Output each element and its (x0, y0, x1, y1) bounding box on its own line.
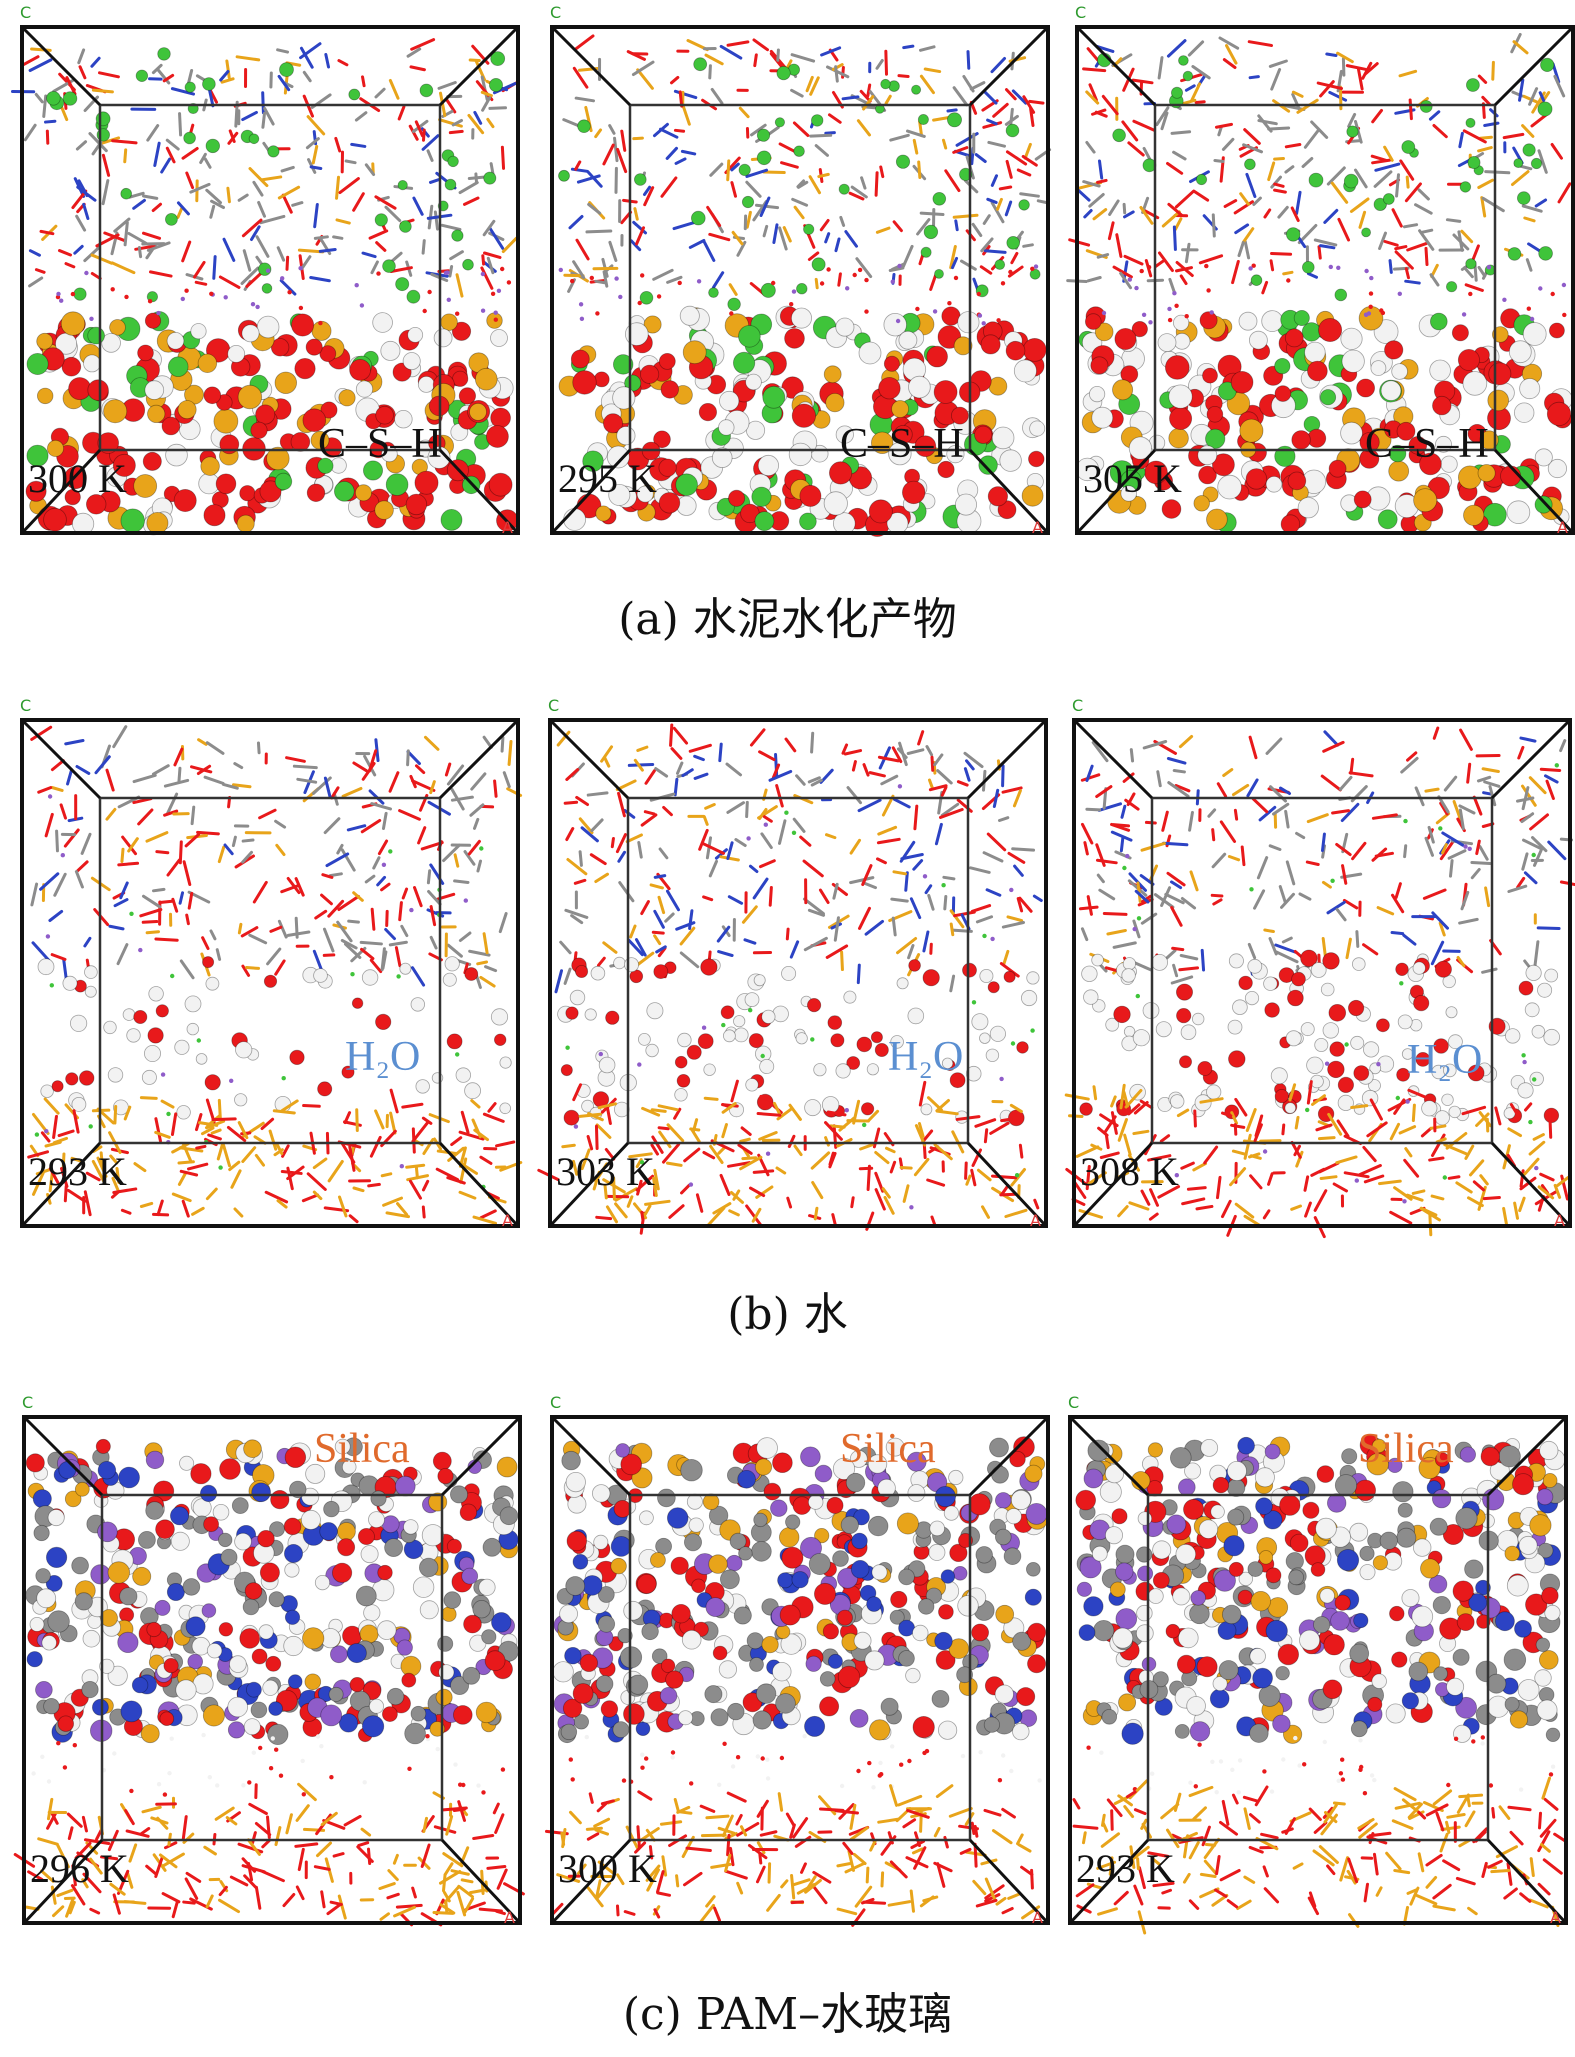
atoms (1064, 726, 1575, 1239)
axis-a-label: A (502, 518, 513, 537)
simulation-box (1068, 1415, 1568, 1935)
axis-c-label: C (20, 3, 32, 22)
atoms (1072, 1434, 1567, 1935)
temperature-label: 295 K (558, 456, 657, 501)
axis-a-label: A (1557, 518, 1568, 537)
box-frame (550, 1415, 1050, 1925)
box-frame (548, 718, 1048, 1228)
caption-b: (b) 水 (727, 1289, 848, 1340)
simulation-box (1064, 718, 1575, 1239)
axis-a-label: A (502, 1211, 513, 1230)
caption-c: (c) PAM–水玻璃 (622, 1989, 953, 2040)
simulation-box (550, 25, 1052, 537)
box-frame (1072, 718, 1572, 1228)
box-frame (20, 718, 520, 1228)
box-frame (22, 1415, 522, 1925)
simulation-box (13, 1415, 525, 1927)
species-label: H₂O (888, 1034, 964, 1080)
species-label: C–S–H (1365, 421, 1489, 467)
species-label: Silica (840, 1426, 936, 1472)
species-label: Silica (314, 1426, 410, 1472)
panel-b3: C A 308 K H₂O (1064, 696, 1575, 1239)
simulation-box (1066, 25, 1575, 535)
temperature-label: 305 K (1083, 456, 1182, 501)
axis-c-label: C (1075, 3, 1087, 22)
atoms (1066, 33, 1573, 534)
simulation-box (537, 718, 1048, 1235)
axis-a-label: A (1032, 1908, 1043, 1927)
temperature-label: 296 K (30, 1846, 129, 1891)
axis-c-label: C (548, 696, 560, 715)
atoms (13, 1437, 525, 1927)
panel-b1: C A 293 K H₂O (20, 696, 523, 1230)
temperature-label: 300 K (558, 1846, 657, 1891)
axis-a-label: A (1030, 1211, 1041, 1230)
axis-a-label: A (504, 1908, 515, 1927)
panel-a2: C A 295 K C–S–H (550, 3, 1052, 537)
axis-c-label: C (22, 1393, 34, 1412)
axis-a-label: A (1032, 518, 1043, 537)
simulation-box (11, 25, 520, 536)
caption-a: (a) 水泥水化产物 (618, 594, 957, 645)
temperature-label: 303 K (556, 1149, 655, 1194)
temperature-label: 293 K (28, 1149, 127, 1194)
species-label: C–S–H (318, 421, 442, 467)
panel-a1: C A 300 K C–S–H (11, 3, 520, 537)
axis-c-label: C (1072, 696, 1084, 715)
axis-c-label: C (550, 1393, 562, 1412)
axis-a-label: A (1550, 1908, 1561, 1927)
temperature-label: 308 K (1080, 1149, 1179, 1194)
simulation-box (545, 1415, 1050, 1927)
species-label: C–S–H (840, 421, 964, 467)
species-label: Silica (1358, 1426, 1454, 1472)
panel-b2: C A 303 K H₂O (537, 696, 1048, 1235)
panel-c3: C A 293 K Silica (1068, 1393, 1568, 1935)
atoms (537, 723, 1043, 1235)
axis-c-label: C (550, 3, 562, 22)
box-frame (1068, 1415, 1568, 1925)
temperature-label: 293 K (1076, 1846, 1175, 1891)
box-frame (550, 25, 1050, 535)
atoms (558, 34, 1052, 537)
axis-c-label: C (20, 696, 32, 715)
axis-a-label: A (1554, 1211, 1565, 1230)
panel-c2: C A 300 K Silica (545, 1393, 1050, 1927)
panel-c1: C A 296 K Silica (13, 1393, 525, 1927)
atoms (11, 38, 519, 536)
atoms (27, 725, 523, 1225)
axis-c-label: C (1068, 1393, 1080, 1412)
species-label: H₂O (1407, 1037, 1483, 1083)
box-frame (20, 25, 520, 535)
panel-a3: C A 305 K C–S–H (1066, 3, 1575, 537)
temperature-label: 300 K (28, 456, 127, 501)
simulation-box (20, 718, 523, 1228)
box-frame (1075, 25, 1575, 535)
species-label: H₂O (345, 1034, 421, 1080)
